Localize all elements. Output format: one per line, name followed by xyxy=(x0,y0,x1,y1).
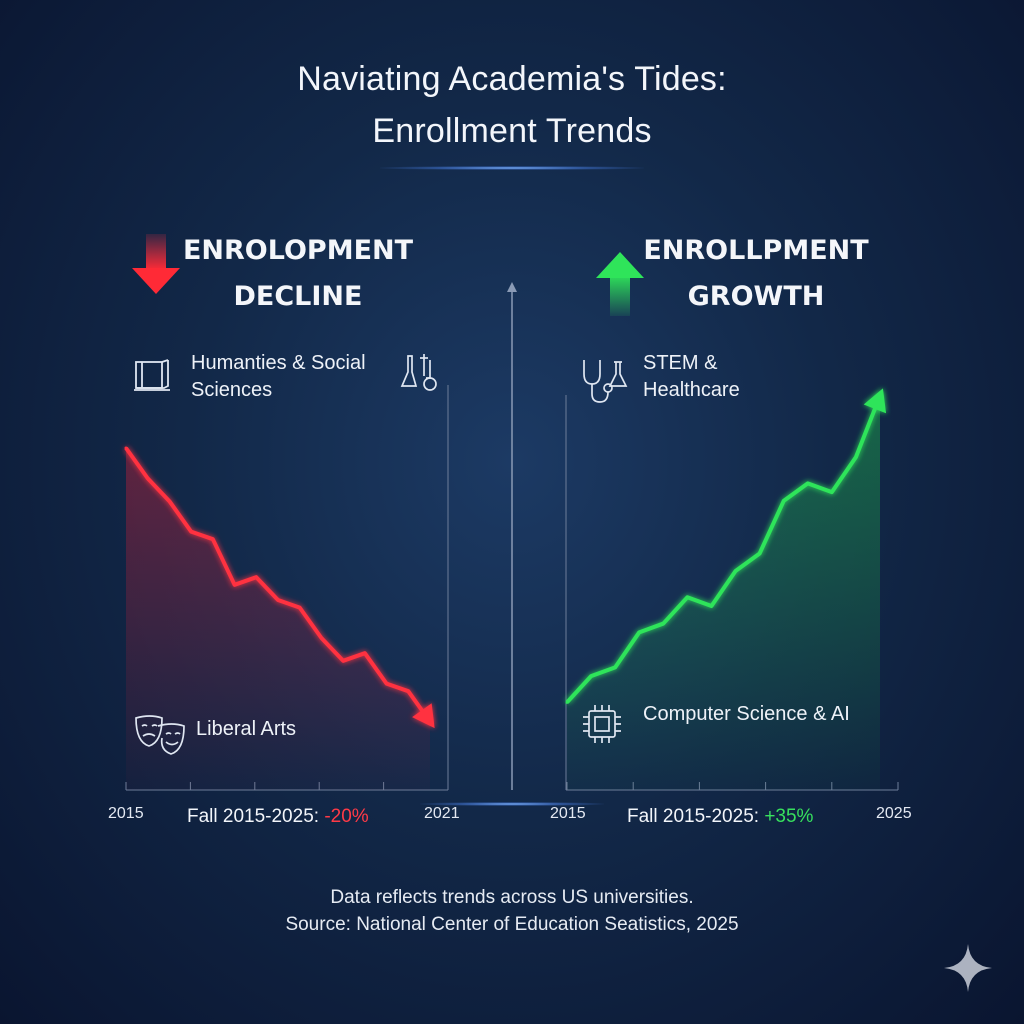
growth-data-point xyxy=(734,569,738,573)
growth-data-point xyxy=(709,604,713,608)
page-title-line1: Naviating Academia's Tides: xyxy=(297,60,727,98)
footer-source: Source: National Center of Education Sea… xyxy=(285,914,739,935)
left-tick-end: 2021 xyxy=(424,805,460,822)
decline-data-point xyxy=(341,659,345,663)
decline-data-point xyxy=(385,682,389,686)
right-tick-start: 2015 xyxy=(550,805,586,822)
chemistry-flask-icon xyxy=(400,354,437,391)
stethoscope-flask-icon xyxy=(583,360,628,403)
center-divider-axis xyxy=(507,282,517,790)
theater-masks-icon xyxy=(135,715,185,755)
bottom-glow-divider xyxy=(420,802,604,806)
left-top-category-label: Humanties & Social Sciences xyxy=(191,352,366,401)
right-summary-value: +35% xyxy=(764,806,814,827)
decline-data-point xyxy=(124,446,128,450)
decline-data-point xyxy=(406,689,410,693)
decline-data-point xyxy=(276,598,280,602)
growth-data-point xyxy=(758,551,762,555)
growth-data-point xyxy=(565,700,569,704)
right-top-category-label: STEM & Healthcare xyxy=(643,352,740,401)
growth-data-point xyxy=(806,481,810,485)
left-bottom-category-label: Liberal Arts xyxy=(196,718,297,740)
growth-heading: ENROLLPMENT GROWTH xyxy=(626,228,886,320)
decline-data-point xyxy=(254,575,258,579)
right-summary-label: Fall 2015-2025: xyxy=(627,806,760,827)
page-title-line2: Enrollment Trends xyxy=(372,112,652,150)
decline-data-point xyxy=(428,720,432,724)
decline-data-point xyxy=(167,499,171,503)
sparkle-icon xyxy=(944,944,992,992)
microchip-icon xyxy=(583,705,621,743)
growth-data-point xyxy=(589,674,593,678)
right-tick-end: 2025 xyxy=(876,805,912,822)
growth-data-point xyxy=(782,499,786,503)
arrow-up-icon xyxy=(596,252,644,316)
decline-data-point xyxy=(233,583,237,587)
decline-area-fill xyxy=(126,448,430,790)
decline-data-point xyxy=(211,537,215,541)
decline-heading-line1: ENROLOPMENT xyxy=(182,235,414,266)
growth-series-line xyxy=(565,395,882,704)
growth-data-point xyxy=(661,622,665,626)
left-summary: Fall 2015-2025: -20% xyxy=(187,806,369,828)
footer-note: Data reflects trends across US universit… xyxy=(330,887,694,908)
book-icon xyxy=(134,359,170,391)
decline-data-point xyxy=(189,530,193,534)
growth-heading-line2: GROWTH xyxy=(687,281,825,312)
decline-data-point xyxy=(298,606,302,610)
title-glow-divider xyxy=(380,166,644,170)
growth-data-point xyxy=(878,394,882,398)
decline-data-point xyxy=(146,476,150,480)
left-summary-value: -20% xyxy=(324,806,369,827)
left-summary-label: Fall 2015-2025: xyxy=(187,806,320,827)
left-tick-start: 2015 xyxy=(108,805,144,822)
growth-data-point xyxy=(613,665,617,669)
decline-data-point xyxy=(363,651,367,655)
growth-heading-line1: ENROLLPMENT xyxy=(643,235,869,266)
right-summary: Fall 2015-2025: +35% xyxy=(627,806,813,828)
decline-heading-line2: DECLINE xyxy=(233,281,363,312)
growth-area-fill xyxy=(567,395,880,790)
right-bottom-category-label: Computer Science & AI xyxy=(643,703,850,725)
decline-heading: ENROLOPMENT DECLINE xyxy=(168,228,428,320)
decline-data-point xyxy=(319,636,323,640)
growth-data-point xyxy=(830,490,834,494)
growth-data-point xyxy=(854,455,858,459)
arrow-down-icon xyxy=(132,234,180,294)
growth-data-point xyxy=(637,630,641,634)
growth-data-point xyxy=(685,595,689,599)
